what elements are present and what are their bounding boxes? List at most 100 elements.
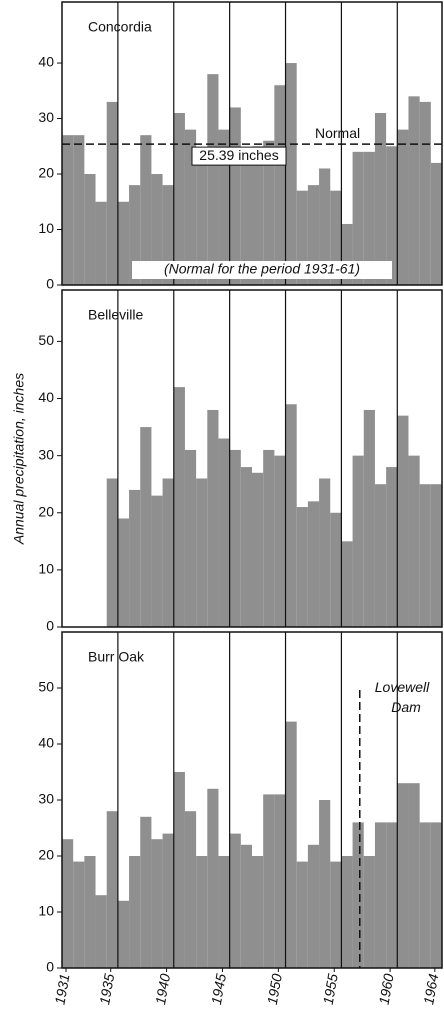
bar <box>386 822 398 968</box>
bar <box>162 833 174 968</box>
bar <box>274 455 286 627</box>
y-tick-label: 0 <box>46 959 54 975</box>
bar <box>106 478 118 627</box>
y-tick-label: 40 <box>38 389 54 405</box>
y-tick-label: 50 <box>38 679 54 695</box>
label-box <box>191 146 287 166</box>
bar <box>352 455 364 627</box>
y-tick-label: 20 <box>38 165 54 181</box>
bar <box>330 512 342 627</box>
bar <box>196 856 208 968</box>
annotation-line: Dam <box>391 699 421 715</box>
bar <box>151 174 163 285</box>
bar <box>184 129 197 285</box>
bar <box>307 844 320 968</box>
normal-label: Normal <box>315 125 360 141</box>
bar <box>319 478 331 627</box>
y-tick-label: 20 <box>38 503 54 519</box>
bar <box>363 151 375 285</box>
bar <box>117 900 130 968</box>
bar <box>129 856 141 968</box>
annotation-line: Lovewell <box>375 679 430 695</box>
panel-title: Belleville <box>88 307 143 323</box>
bar <box>240 467 252 627</box>
bar <box>397 783 409 968</box>
bar <box>207 788 219 968</box>
y-tick-label: 0 <box>46 276 54 292</box>
bar <box>341 223 353 285</box>
bar <box>62 839 74 968</box>
x-tick-label: 1935 <box>96 972 117 1006</box>
panel-title: Burr Oak <box>88 649 145 665</box>
x-tick-label: 1931 <box>51 972 72 1005</box>
bar <box>207 74 219 285</box>
bar <box>263 449 275 627</box>
bar <box>173 387 185 627</box>
y-tick-label: 10 <box>38 561 54 577</box>
x-tick-label: 1950 <box>264 972 285 1006</box>
x-tick-label: 1955 <box>320 972 341 1006</box>
x-tick-label: 1945 <box>208 972 229 1006</box>
bar <box>117 201 130 285</box>
annotation: Lovewell Dam <box>375 679 430 715</box>
bar <box>363 409 375 627</box>
bar <box>162 478 174 627</box>
bar <box>274 85 286 285</box>
bar <box>352 822 364 968</box>
bar <box>263 140 275 285</box>
bar <box>218 129 230 285</box>
bar <box>252 146 264 285</box>
bar <box>430 484 442 627</box>
bar <box>129 185 141 285</box>
bar <box>386 467 398 627</box>
bar <box>374 822 387 968</box>
bar <box>151 839 163 968</box>
bar <box>419 484 431 627</box>
bar <box>218 438 230 627</box>
bar <box>196 478 208 627</box>
bar <box>341 541 353 627</box>
bar <box>240 844 252 968</box>
bar <box>341 856 353 968</box>
bar <box>140 135 152 285</box>
bar <box>352 151 364 285</box>
bar <box>330 861 342 968</box>
bar <box>106 811 118 968</box>
bar <box>285 721 297 968</box>
bar <box>84 174 96 285</box>
x-tick-label: 1960 <box>376 972 397 1006</box>
bar <box>173 112 185 285</box>
bar <box>430 822 442 968</box>
bar <box>374 484 387 627</box>
bar <box>84 856 96 968</box>
bar <box>419 822 431 968</box>
bar <box>106 101 118 285</box>
bar <box>240 151 252 285</box>
normal-value-label: 25.39 inches <box>199 147 278 163</box>
bar <box>296 190 308 285</box>
bar <box>229 449 241 627</box>
frame <box>61 289 443 628</box>
bar <box>184 811 197 968</box>
bar <box>129 489 141 627</box>
bar <box>408 455 420 627</box>
bar <box>73 135 85 285</box>
bar <box>430 162 442 285</box>
bar <box>162 185 174 285</box>
bar <box>252 856 264 968</box>
y-tick-label: 20 <box>38 847 54 863</box>
bar <box>363 856 375 968</box>
y-tick-label: 40 <box>38 54 54 70</box>
bar <box>73 861 85 968</box>
x-tick-label: 1964 <box>420 972 441 1006</box>
bar <box>307 185 320 285</box>
bar <box>330 190 342 285</box>
y-tick-label: 50 <box>38 332 54 348</box>
y-tick-label: 30 <box>38 791 54 807</box>
bar <box>151 495 163 627</box>
bar <box>319 168 331 285</box>
bar <box>173 772 185 968</box>
bar <box>117 518 130 627</box>
bar <box>95 895 107 968</box>
bar <box>319 800 331 968</box>
